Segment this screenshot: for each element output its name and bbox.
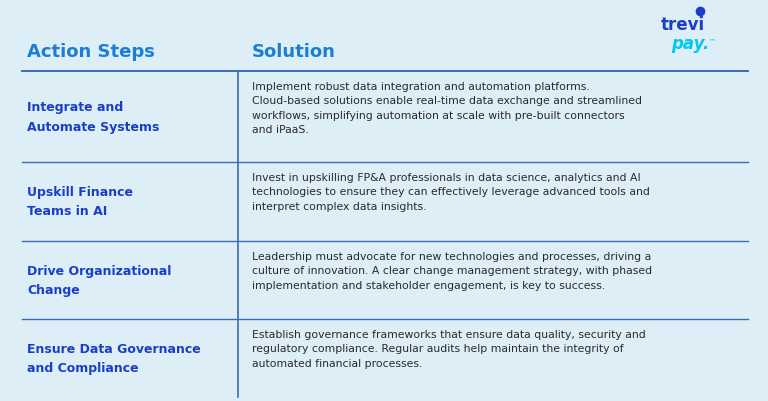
Text: Drive Organizational
Change: Drive Organizational Change xyxy=(27,264,171,296)
Text: Ensure Data Governance
and Compliance: Ensure Data Governance and Compliance xyxy=(27,342,200,374)
Text: Establish governance frameworks that ensure data quality, security and
regulator: Establish governance frameworks that ens… xyxy=(252,329,646,368)
Text: ™: ™ xyxy=(709,38,716,44)
Text: Integrate and
Automate Systems: Integrate and Automate Systems xyxy=(27,101,160,133)
Text: Implement robust data integration and automation platforms.
Cloud-based solution: Implement robust data integration and au… xyxy=(252,82,642,135)
Text: Leadership must advocate for new technologies and processes, driving a
culture o: Leadership must advocate for new technol… xyxy=(252,251,652,290)
Text: Action Steps: Action Steps xyxy=(27,43,155,61)
Text: Solution: Solution xyxy=(252,43,336,61)
Text: trevi: trevi xyxy=(661,16,705,34)
Text: pay.: pay. xyxy=(670,35,709,53)
Text: Invest in upskilling FP&A professionals in data science, analytics and AI
techno: Invest in upskilling FP&A professionals … xyxy=(252,172,650,211)
Text: Upskill Finance
Teams in AI: Upskill Finance Teams in AI xyxy=(27,186,133,218)
